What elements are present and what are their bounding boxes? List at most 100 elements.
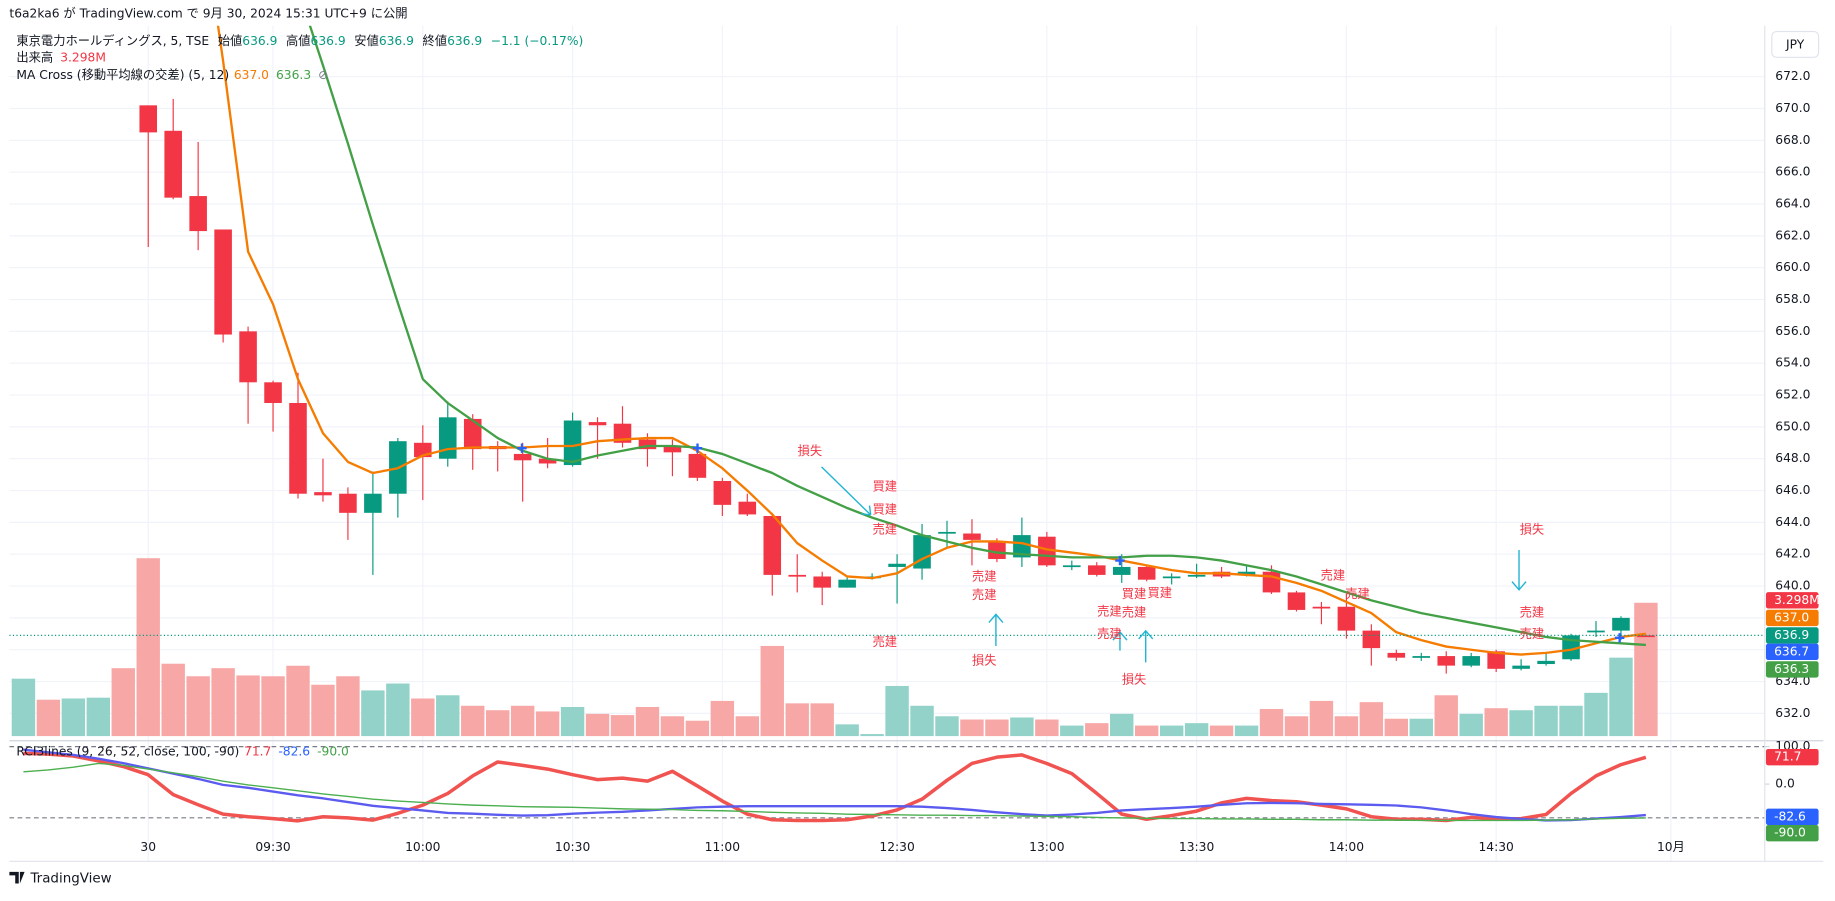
volume-bar [1484,708,1508,737]
volume-bar [935,716,959,737]
y-tick-label: 642.0 [1775,547,1810,561]
volume-bar [735,716,760,737]
volume-bar [1609,657,1633,737]
currency[interactable]: JPY [1785,38,1805,52]
volume-bar [560,706,585,737]
rci-value: -90.0 [317,744,349,758]
x-tick-label: 12:30 [879,840,914,854]
strategy-label: 買建 [872,503,897,517]
strategy-label: 売建 [1520,605,1545,620]
strategy-label: 売建 [1097,604,1122,619]
y-tick-label: 652.0 [1775,388,1810,402]
arrow [821,466,872,516]
candle-body [364,493,382,513]
volume-bar [960,719,984,737]
strategy-label: 買建 [872,479,897,493]
candle-body [289,402,307,494]
rci-line [23,751,1647,823]
volume-bar [136,558,160,737]
price-badge-text: 3.298M [1774,593,1820,607]
volume-bar [1434,695,1458,737]
y-tick-label: 654.0 [1775,356,1810,370]
candle-body [813,576,831,588]
volume-bar [86,697,111,737]
currency-button[interactable] [1771,31,1820,58]
strategy-label: 売建 [872,634,897,649]
x-tick-label: 10:30 [555,840,590,854]
candle-body [838,579,856,588]
strategy-label: 売建 [1520,626,1545,641]
candle-body [1112,566,1131,575]
y-tick-label: 672.0 [1775,69,1810,83]
volume-bar [361,690,385,737]
volume-bar [1259,709,1284,737]
volume-bar [311,684,335,737]
ma-value: 636.3 [276,67,311,81]
volume-bar [286,665,310,737]
symbol: 東京電力ホールディングス, 5, TSE [16,32,209,47]
volume-pane [11,558,1658,737]
candle-body [1287,592,1306,610]
volume-bar [810,703,834,737]
volume-bar [161,663,185,737]
candle-body [763,516,782,575]
candle-body [1587,630,1605,633]
volume-bar [635,706,660,737]
x-tick-label: 13:30 [1179,840,1214,854]
rci-badge [1765,808,1819,826]
x-tick-label: 14:00 [1329,840,1364,854]
volume-bar [1309,700,1334,737]
candle-body [463,418,482,450]
rci-badge-text: -90.0 [1774,826,1806,840]
candle-body [513,453,532,461]
volume-bar [1060,725,1084,737]
candle-body [638,439,657,450]
rci-value: 71.7 [244,744,271,758]
candle-body [1312,606,1331,609]
candle-body [314,492,332,496]
price-badge [1765,592,1819,609]
volume-value: 3.298M [60,50,106,64]
volume-bar [585,713,610,737]
y-tick-label: 666.0 [1775,165,1810,179]
strategy-label: 損失 [1122,671,1147,686]
volume-bar [985,719,1009,737]
rci-name: RCI3lines (9, 26, 52, close, 100, -90) [16,744,239,758]
candle-body [1237,571,1256,575]
volume-bar [1110,713,1134,737]
candle-body [1013,535,1031,558]
ohlc-label: 安値 [354,32,379,47]
candle-body [1462,656,1480,666]
y-tick-label: 670.0 [1775,101,1810,115]
candle-body [1187,574,1206,577]
candle-body [1387,652,1406,658]
volume-bar [610,715,635,737]
x-tick-label: 09:30 [255,840,290,854]
change: −1.1 (−0.17%) [491,33,584,47]
strategy-label: 売建 [972,587,997,602]
x-tick-label: 11:00 [705,840,740,854]
volume-bar [1459,713,1483,737]
volume-bar [1159,725,1184,737]
ohlc-label: 高値 [286,32,311,47]
x-tick-label: 30 [140,840,156,854]
volume-bar [211,668,235,737]
volume-bar [510,705,535,737]
volume-bar [1035,719,1059,737]
candle-body [438,417,457,459]
volume-bar [1209,725,1234,737]
candle-body [563,420,582,466]
candle-body [1038,536,1056,566]
y-tick-label: 632.0 [1775,706,1810,720]
cross-marker [517,443,527,453]
ohlc-value: 636.9 [242,33,277,47]
candle-body [1087,565,1106,575]
volume-bar [461,705,485,737]
volume-bar [1184,723,1209,737]
volume-bar [1509,710,1533,737]
ma-value: 637.0 [234,67,269,81]
volume-bar [261,676,285,737]
volume-bar [1534,705,1558,737]
